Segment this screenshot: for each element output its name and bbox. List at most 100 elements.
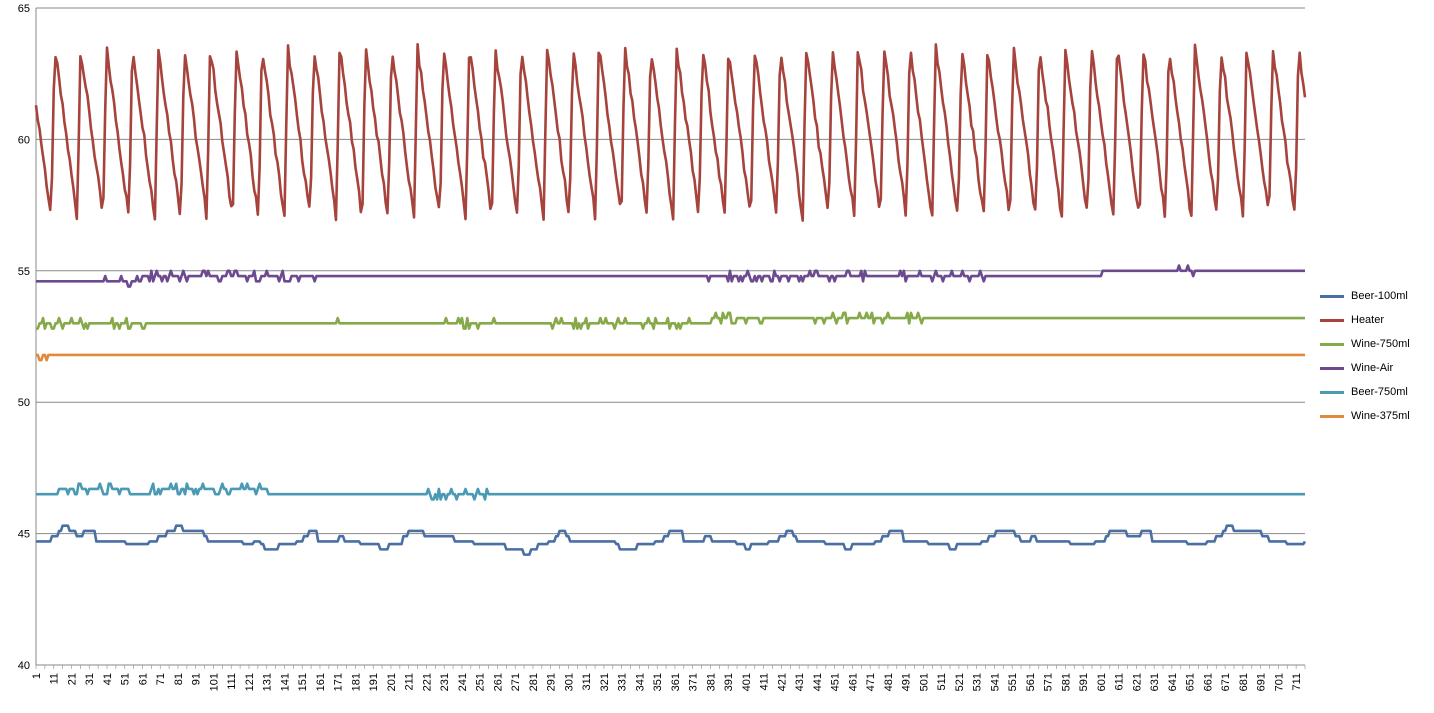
x-tick-label: 321 <box>599 673 611 691</box>
x-tick-label: 261 <box>492 673 504 691</box>
x-tick-label: 141 <box>279 673 291 691</box>
x-tick-label: 571 <box>1043 673 1055 691</box>
x-tick-label: 331 <box>617 673 629 691</box>
y-tick-label: 45 <box>18 529 30 541</box>
series-line-wine-375ml <box>36 353 1305 362</box>
x-tick-label: 31 <box>84 673 96 685</box>
x-tick-label: 111 <box>226 673 238 690</box>
legend-swatch <box>1320 318 1344 322</box>
x-tick-label: 641 <box>1167 673 1179 691</box>
x-tick-label: 181 <box>350 673 362 691</box>
x-tick-label: 391 <box>723 673 735 691</box>
x-tick-label: 121 <box>244 673 256 691</box>
x-tick-label: 301 <box>563 673 575 691</box>
legend-label: Wine-Air <box>1351 362 1394 374</box>
x-tick-label: 251 <box>475 673 487 691</box>
x-tick-label: 561 <box>1025 673 1037 691</box>
x-tick-label: 671 <box>1220 673 1232 691</box>
legend-label: Heater <box>1351 314 1385 326</box>
x-tick-label: 371 <box>688 673 700 691</box>
x-tick-label: 551 <box>1007 673 1019 691</box>
x-tick-label: 521 <box>954 673 966 691</box>
x-tick-label: 531 <box>972 673 984 691</box>
legend-item: Beer-750ml <box>1320 380 1430 404</box>
series-line-beer-100ml <box>36 524 1307 556</box>
x-tick-label: 611 <box>1114 673 1126 691</box>
x-tick-label: 341 <box>634 673 646 691</box>
x-tick-label: 211 <box>404 673 416 691</box>
x-tick-label: 471 <box>865 673 877 691</box>
legend-label: Wine-750ml <box>1351 338 1410 350</box>
x-tick-label: 481 <box>883 673 895 691</box>
x-tick-label: 201 <box>386 673 398 691</box>
x-tick-label: 431 <box>794 673 806 691</box>
legend-swatch <box>1320 414 1344 418</box>
x-tick-label: 91 <box>191 673 203 685</box>
x-tick-label: 461 <box>847 673 859 691</box>
x-tick-label: 161 <box>315 673 327 691</box>
x-tick-label: 451 <box>830 673 842 691</box>
legend-item: Heater <box>1320 308 1430 332</box>
x-tick-label: 81 <box>173 673 185 685</box>
x-tick-label: 681 <box>1238 673 1250 691</box>
legend-item: Beer-100ml <box>1320 284 1430 308</box>
x-tick-label: 11 <box>49 673 61 684</box>
legend-label: Beer-100ml <box>1351 290 1408 302</box>
x-tick-label: 421 <box>776 673 788 691</box>
x-tick-label: 601 <box>1096 673 1108 691</box>
x-tick-label: 651 <box>1185 673 1197 691</box>
x-tick-label: 581 <box>1060 673 1072 691</box>
series-line-heater <box>34 42 1307 222</box>
x-tick-label: 621 <box>1131 673 1143 691</box>
x-tick-label: 661 <box>1202 673 1214 691</box>
x-tick-label: 221 <box>421 673 433 691</box>
x-tick-label: 501 <box>918 673 930 691</box>
x-tick-label: 281 <box>528 673 540 691</box>
series-line-beer-750ml <box>36 482 1305 501</box>
x-tick-label: 381 <box>705 673 717 691</box>
x-tick-label: 711 <box>1291 673 1303 691</box>
x-tick-label: 101 <box>208 673 220 691</box>
x-tick-label: 51 <box>120 673 132 685</box>
x-tick-label: 691 <box>1256 673 1268 691</box>
x-tick-label: 231 <box>439 673 451 691</box>
x-tick-label: 21 <box>66 673 78 685</box>
x-tick-label: 311 <box>581 673 593 691</box>
y-tick-label: 65 <box>18 3 30 15</box>
x-tick-label: 271 <box>510 673 522 691</box>
series-line-wine-750ml <box>36 311 1305 330</box>
y-tick-label: 50 <box>18 397 30 409</box>
x-tick-label: 541 <box>989 673 1001 691</box>
x-tick-label: 701 <box>1273 673 1285 691</box>
legend-label: Wine-375ml <box>1351 410 1410 422</box>
y-tick-label: 55 <box>18 266 30 278</box>
chart-legend: Beer-100ml Heater Wine-750ml Wine-Air Beer-7… <box>1320 284 1430 428</box>
x-tick-label: 71 <box>155 673 167 685</box>
x-tick-label: 131 <box>262 673 274 691</box>
x-tick-label: 291 <box>546 673 558 691</box>
x-tick-label: 491 <box>901 673 913 691</box>
x-tick-label: 591 <box>1078 673 1090 691</box>
x-tick-label: 511 <box>936 673 948 691</box>
legend-item: Wine-Air <box>1320 356 1430 380</box>
x-tick-label: 241 <box>457 673 469 691</box>
legend-swatch <box>1320 366 1344 370</box>
y-tick-label: 60 <box>18 134 30 146</box>
x-tick-label: 411 <box>759 673 771 691</box>
x-tick-label: 441 <box>812 673 824 691</box>
x-tick-label: 351 <box>652 673 664 691</box>
x-tick-label: 191 <box>368 673 380 691</box>
x-tick-label: 171 <box>333 673 345 691</box>
x-tick-label: 61 <box>137 673 149 685</box>
legend-swatch <box>1320 294 1344 298</box>
x-tick-label: 41 <box>102 673 114 685</box>
x-tick-label: 401 <box>741 673 753 691</box>
legend-swatch <box>1320 390 1344 394</box>
legend-item: Wine-375ml <box>1320 404 1430 428</box>
x-tick-label: 631 <box>1149 673 1161 691</box>
x-tick-label: 361 <box>670 673 682 691</box>
series-line-wine-air <box>36 264 1305 288</box>
legend-swatch <box>1320 342 1344 346</box>
